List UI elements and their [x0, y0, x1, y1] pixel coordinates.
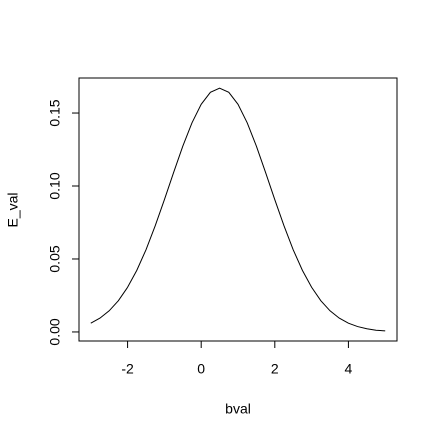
y-axis-title: E_val [5, 192, 21, 227]
data-line [90, 87, 386, 332]
y-tick-label: 0.00 [47, 318, 63, 345]
y-tick-label: 0.05 [47, 245, 63, 272]
x-axis-title: bval [225, 401, 251, 417]
plot-box [78, 77, 398, 342]
x-tick-label: 0 [197, 361, 205, 377]
y-tick-label: 0.15 [47, 99, 63, 126]
x-tick-label: 2 [271, 361, 279, 377]
y-tick-label: 0.10 [47, 172, 63, 199]
x-tick-label: -2 [121, 361, 134, 377]
x-tick-label: 4 [345, 361, 353, 377]
